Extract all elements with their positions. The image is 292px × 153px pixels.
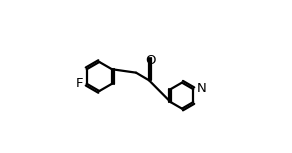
Text: N: N — [197, 82, 206, 95]
Text: F: F — [76, 77, 84, 90]
Text: O: O — [145, 54, 155, 67]
